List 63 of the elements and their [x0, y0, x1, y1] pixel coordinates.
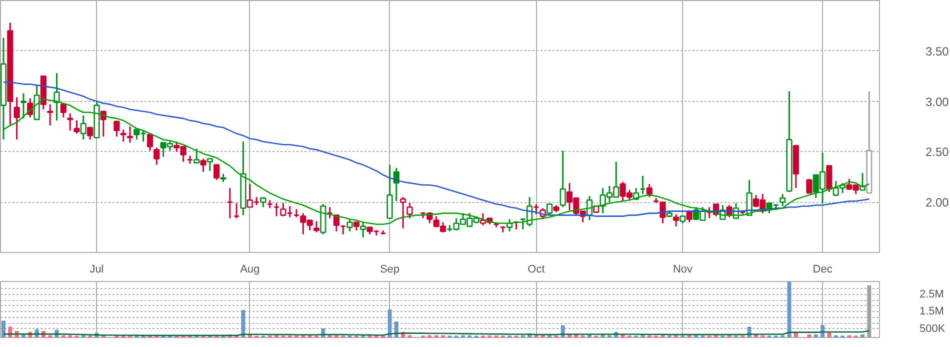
candlestick: [87, 126, 94, 140]
candlestick: [214, 164, 220, 181]
candlestick: [313, 220, 320, 234]
x-tick-label: Sep: [380, 264, 400, 276]
candlestick: [273, 202, 280, 217]
x-tick-label: Nov: [672, 264, 694, 276]
candlestick: [14, 96, 20, 140]
bar: [814, 334, 818, 338]
candlestick: [80, 114, 86, 140]
bar: [820, 324, 825, 338]
candlestick: [114, 120, 120, 138]
y-tick-label: 1.5M: [920, 306, 944, 318]
bar: [2, 320, 6, 338]
candlestick: [47, 104, 54, 126]
candlestick: [146, 134, 154, 152]
candlestick: [560, 150, 566, 208]
y-tick-label: 3.50: [926, 44, 950, 58]
bar: [660, 334, 665, 338]
bar: [21, 334, 26, 338]
candlestick: [646, 183, 652, 198]
bar: [388, 309, 392, 338]
candlestick: [360, 222, 366, 238]
candlestick: [54, 72, 60, 122]
x-tick-label: Oct: [528, 264, 545, 276]
candlestick: [226, 187, 234, 219]
candlestick: [400, 196, 406, 230]
bar: [807, 334, 812, 338]
y-tick-label: 2.00: [926, 196, 950, 210]
candlestick: [67, 112, 74, 132]
candlestick: [673, 213, 680, 228]
x-tick-label: Jul: [90, 264, 104, 276]
bar: [394, 321, 398, 338]
candlestick: [533, 203, 540, 215]
candlestick: [346, 218, 353, 232]
candlestick: [154, 146, 160, 166]
candlestick: [406, 202, 413, 219]
candlestick: [806, 178, 812, 194]
candlestick: [640, 175, 646, 195]
candlestick: [260, 196, 266, 208]
y-tick-label: 2.50: [926, 145, 950, 160]
y-tick-label: 500K: [920, 322, 946, 335]
bar: [860, 334, 865, 338]
bar: [787, 282, 792, 338]
bar: [827, 332, 832, 338]
bar: [640, 334, 645, 338]
candlestick: [206, 158, 213, 172]
candlestick: [233, 202, 240, 219]
candlestick: [20, 92, 27, 120]
x-tick-label: Dec: [812, 264, 833, 276]
bar: [241, 310, 246, 338]
candlestick: [200, 158, 206, 173]
candlestick: [194, 148, 200, 164]
candlestick: [74, 120, 80, 134]
bar: [8, 326, 12, 338]
candlestick: [60, 104, 66, 118]
candlestick: [126, 126, 134, 144]
y-tick-label: 2.5M: [920, 288, 944, 300]
candlestick: [826, 165, 832, 193]
candlestick: [386, 164, 393, 219]
x-tick-label: Aug: [240, 264, 260, 276]
candlestick: [780, 193, 786, 207]
y-tick-label: 3.00: [926, 94, 950, 109]
candlestick: [120, 128, 126, 142]
